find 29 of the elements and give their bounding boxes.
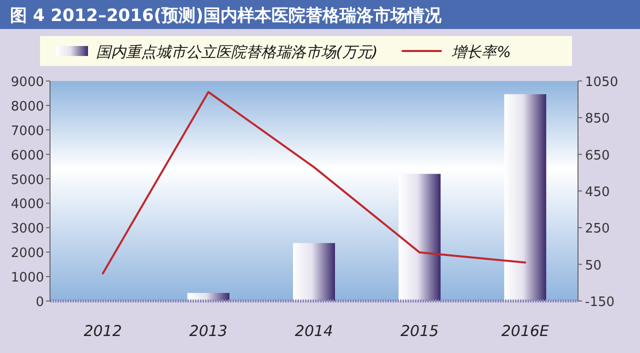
x-tick-label: 2012 xyxy=(84,322,122,340)
line-series xyxy=(102,91,526,274)
y-tick-label: 9000 xyxy=(10,75,44,90)
y-tick-label: 0 xyxy=(36,295,44,310)
x-tick-label: 2013 xyxy=(189,322,228,340)
y2-tick-label: 450 xyxy=(585,185,610,200)
y-tick-label: 7000 xyxy=(10,124,44,139)
y-tick-label: 3000 xyxy=(10,222,44,237)
legend-label: 国内重点城市公立医院替格瑞洛市场(万元) xyxy=(96,43,378,61)
y2-tick-label: 250 xyxy=(585,222,610,237)
y-tick-label: 6000 xyxy=(10,148,44,164)
y2-tick-label: 650 xyxy=(585,148,610,164)
y2-tick-label: 850 xyxy=(585,112,610,127)
x-tick-label: 2016E xyxy=(501,322,550,340)
bar xyxy=(504,94,546,301)
y-tick-label: 8000 xyxy=(10,99,44,114)
x-tick-label: 2015 xyxy=(400,322,439,340)
y-tick-label: 5000 xyxy=(10,172,44,188)
y-tick-label: 4000 xyxy=(10,197,44,212)
y2-tick-label: -150 xyxy=(585,295,615,310)
bar xyxy=(398,174,441,301)
chart-title: 图 4 2012–2016(预测)国内样本医院替格瑞洛市场情况 xyxy=(10,6,442,26)
legend-label: 增长率% xyxy=(452,43,511,61)
y2-tick-label: 1050 xyxy=(585,75,618,90)
y-tick-label: 1000 xyxy=(10,270,44,286)
bar xyxy=(293,243,335,301)
y2-tick-label: 50 xyxy=(585,258,602,274)
x-tick-label: 2014 xyxy=(294,322,334,340)
y-tick-label: 2000 xyxy=(10,246,44,262)
